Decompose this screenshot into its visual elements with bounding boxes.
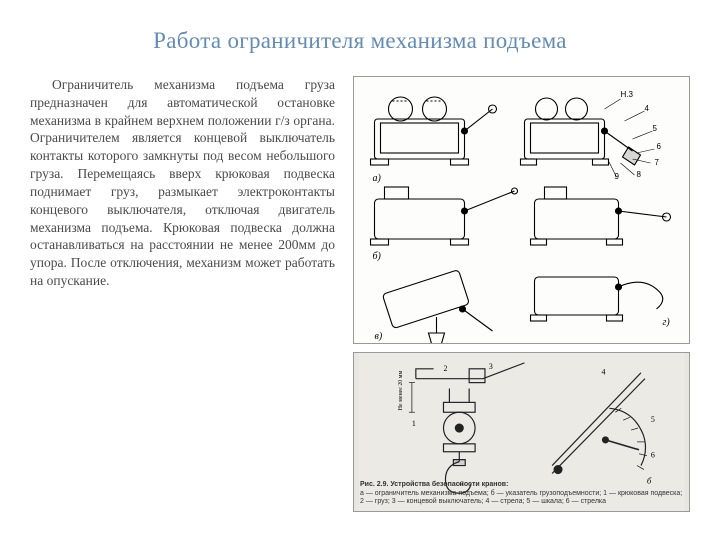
- svg-text:г): г): [663, 317, 671, 328]
- svg-text:6: 6: [657, 142, 662, 151]
- svg-text:1: 1: [412, 419, 416, 428]
- text-column: Ограничитель механизма подъема груза пре…: [30, 76, 335, 512]
- caption-title: Рис. 2.9. Устройства безопасности кранов…: [360, 481, 508, 488]
- figure-bottom: 2 3 Не менее 20 мм: [353, 352, 690, 512]
- svg-text:4: 4: [601, 368, 605, 377]
- svg-text:7: 7: [655, 158, 660, 167]
- svg-text:в): в): [375, 331, 383, 342]
- figure-bottom-caption: Рис. 2.9. Устройства безопасности кранов…: [360, 481, 683, 507]
- figure-top: а): [353, 76, 690, 344]
- slide: Работа ограничителя механизма подъема Ог…: [0, 0, 720, 540]
- svg-text:3: 3: [489, 362, 493, 371]
- svg-text:9: 9: [615, 172, 620, 181]
- svg-text:5: 5: [653, 124, 658, 133]
- svg-text:4: 4: [645, 104, 650, 113]
- body-paragraph: Ограничитель механизма подъема груза пре…: [30, 76, 335, 290]
- svg-text:Н.3: Н.3: [621, 90, 634, 99]
- limit-switch-diagram: а): [354, 77, 689, 343]
- svg-text:б): б): [373, 251, 382, 262]
- slide-title: Работа ограничителя механизма подъема: [30, 28, 690, 54]
- content-row: Ограничитель механизма подъема груза пре…: [30, 76, 690, 512]
- caption-legend: а — ограничитель механизма подъема; б — …: [360, 490, 682, 506]
- image-column: а): [353, 76, 690, 512]
- svg-text:2: 2: [443, 364, 447, 373]
- svg-text:6: 6: [651, 451, 655, 460]
- svg-text:а): а): [373, 173, 382, 184]
- svg-text:5: 5: [651, 415, 655, 424]
- svg-text:8: 8: [637, 170, 642, 179]
- dim-label: Не менее 20 мм: [398, 371, 404, 411]
